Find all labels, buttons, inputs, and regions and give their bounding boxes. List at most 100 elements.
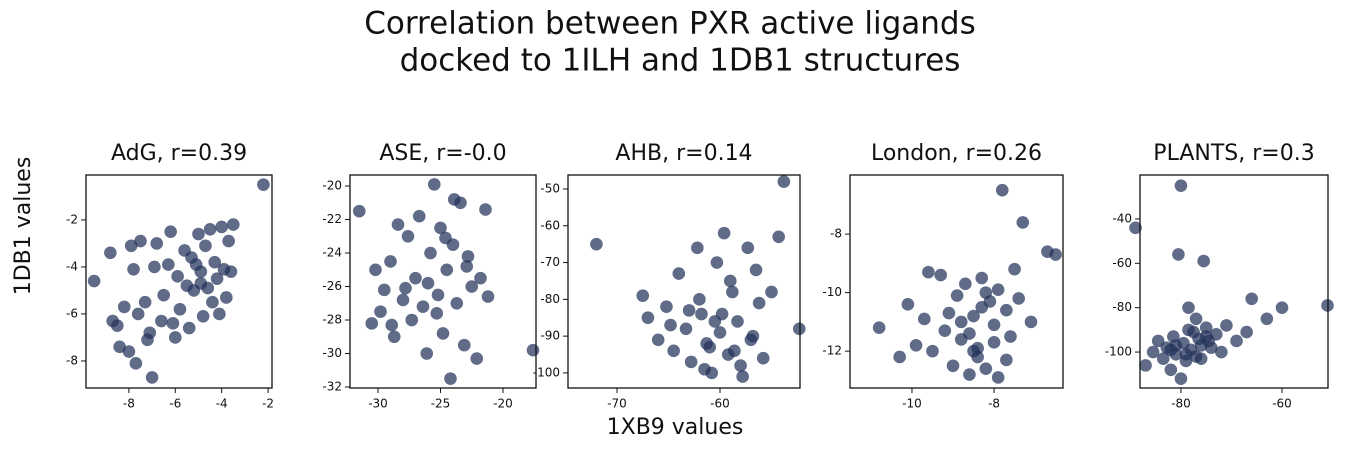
- point: [182, 321, 196, 335]
- y-tick-label: -26: [322, 279, 342, 293]
- point: [1189, 312, 1203, 326]
- point: [641, 311, 655, 325]
- point: [194, 277, 208, 290]
- point: [893, 350, 906, 364]
- point: [963, 368, 976, 381]
- point: [1164, 343, 1178, 357]
- point: [734, 359, 747, 372]
- point: [1220, 319, 1233, 332]
- point: [427, 178, 441, 191]
- y-tick-label: -40: [1112, 211, 1132, 225]
- point: [1179, 347, 1193, 361]
- point: [1164, 363, 1178, 377]
- point: [946, 359, 960, 373]
- point: [1024, 315, 1038, 329]
- point: [772, 230, 785, 244]
- point: [1275, 301, 1289, 314]
- axes-frame: [1139, 174, 1329, 389]
- point: [963, 327, 976, 340]
- point: [922, 265, 935, 279]
- point: [424, 246, 437, 260]
- subplot-title: ASE, r=-0.0: [379, 141, 506, 166]
- point: [148, 260, 161, 274]
- point: [926, 344, 939, 358]
- y-tick-label: -10: [822, 285, 842, 299]
- point: [352, 204, 366, 218]
- point: [777, 175, 791, 188]
- x-tick-label: -4: [216, 397, 228, 411]
- y-tick-label: -60: [1112, 256, 1132, 270]
- point: [124, 239, 138, 253]
- point: [385, 318, 399, 332]
- x-tick-label: -60: [1272, 397, 1292, 411]
- point: [189, 258, 203, 271]
- point: [206, 295, 219, 309]
- point: [1012, 292, 1025, 305]
- point: [684, 355, 698, 369]
- y-tick-label: -22: [322, 212, 342, 226]
- subplot-title: AHB, r=0.14: [615, 141, 752, 166]
- point: [199, 239, 212, 253]
- point: [1151, 334, 1165, 348]
- point: [374, 305, 387, 318]
- subplot-title: London, r=0.26: [871, 141, 1042, 166]
- x-tick-label: -25: [431, 397, 451, 411]
- point: [590, 237, 603, 251]
- point: [117, 300, 131, 314]
- point: [703, 340, 716, 354]
- point: [717, 226, 731, 240]
- y-tick-label: -100: [533, 365, 560, 379]
- point: [979, 286, 993, 299]
- y-tick-label: -80: [540, 292, 560, 306]
- point: [1000, 353, 1013, 367]
- axes-frame: [85, 174, 273, 389]
- point: [474, 271, 487, 285]
- figure-title: Correlation between PXR active ligands: [364, 6, 975, 42]
- point: [396, 293, 410, 307]
- point: [1156, 352, 1170, 366]
- point: [660, 300, 673, 313]
- y-tick-label: -28: [322, 313, 342, 327]
- point: [155, 314, 168, 328]
- point: [975, 271, 989, 285]
- point: [765, 285, 778, 299]
- point: [1004, 330, 1017, 343]
- point: [752, 296, 766, 310]
- point: [87, 274, 101, 288]
- point: [715, 307, 729, 321]
- point: [420, 347, 434, 360]
- subplot-title: PLANTS, r=0.3: [1153, 141, 1314, 166]
- point: [134, 234, 147, 248]
- point: [954, 315, 968, 329]
- point: [465, 280, 479, 293]
- point: [934, 268, 947, 282]
- y-tick-label: -60: [540, 218, 560, 232]
- point: [967, 344, 980, 358]
- y-tick-label: -6: [66, 306, 78, 320]
- point: [143, 326, 157, 340]
- y-tick-label: -8: [66, 353, 78, 367]
- x-tick-label: -8: [123, 397, 135, 411]
- point: [481, 290, 495, 303]
- point: [987, 336, 1001, 349]
- x-tick-label: -60: [710, 397, 730, 411]
- y-tick-label: -90: [540, 329, 560, 343]
- y-tick-label: -8: [830, 227, 842, 241]
- point: [995, 183, 1009, 197]
- point: [710, 256, 724, 269]
- subplot-title: AdG, r=0.39: [111, 141, 247, 166]
- point: [756, 351, 770, 365]
- point: [213, 307, 226, 321]
- point: [1172, 248, 1185, 261]
- y-tick-label: -4: [66, 259, 78, 273]
- point: [1215, 345, 1228, 359]
- point: [741, 241, 755, 255]
- point: [173, 302, 187, 316]
- point: [405, 313, 419, 327]
- point: [162, 258, 175, 271]
- point: [416, 300, 430, 313]
- point: [215, 220, 228, 234]
- point: [672, 267, 686, 280]
- x-tick-label: -70: [607, 397, 627, 411]
- point: [664, 318, 677, 332]
